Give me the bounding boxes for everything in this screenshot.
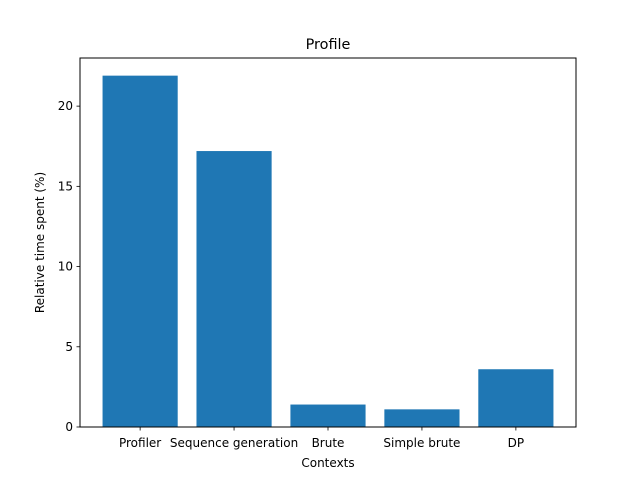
y-axis: 0 5 10 15 20 (58, 99, 80, 434)
bars-layer (102, 75, 554, 428)
bar-dp (478, 369, 554, 427)
x-tick-label-simple-brute: Simple brute (383, 436, 460, 450)
bar-simple-brute (384, 409, 460, 427)
y-tick-label: 15 (58, 179, 73, 193)
x-tick-label-brute: Brute (312, 436, 345, 450)
x-axis: Profiler Sequence generation Brute Simple b… (119, 427, 524, 450)
y-tick-label: 0 (65, 420, 73, 434)
x-tick-label-sequence-generation: Sequence generation (170, 436, 298, 450)
bar-brute (290, 404, 366, 427)
bar-profiler (102, 75, 178, 428)
y-tick-label: 10 (58, 260, 73, 274)
y-axis-label: Relative time spent (%) (33, 172, 47, 313)
x-tick-label-dp: DP (508, 436, 524, 450)
x-axis-label: Contexts (301, 456, 354, 470)
bar-sequence-generation (196, 151, 272, 428)
x-tick-label-profiler: Profiler (119, 436, 161, 450)
chart-title: Profile (306, 37, 351, 53)
y-tick-label: 5 (65, 340, 73, 354)
y-tick-label: 20 (58, 99, 73, 113)
